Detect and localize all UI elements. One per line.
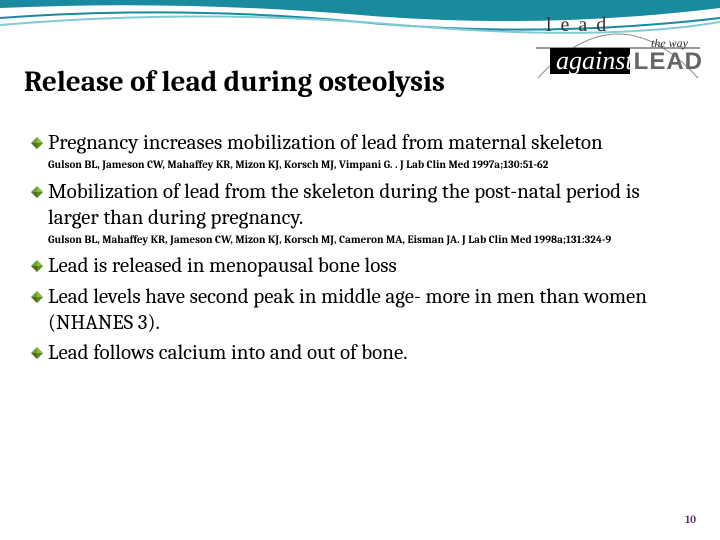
bullet-item: Lead follows calcium into and out of bon… [30,340,690,366]
logo-lead-text: l e a d [546,14,608,37]
citation-text: Gulson BL, Mahaffey KR, Jameson CW, Mizo… [48,233,690,247]
citation-text: Gulson BL, Jameson CW, Mahaffey KR, Mizo… [48,158,690,172]
bullet-text: Pregnancy increases mobilization of lead… [48,130,603,156]
bullet-diamond-icon [30,346,44,360]
bullet-diamond-icon [30,259,44,273]
content-area: Pregnancy increases mobilization of lead… [30,130,690,370]
bullet-item: Mobilization of lead from the skeleton d… [30,179,690,248]
bullet-text: Mobilization of lead from the skeleton d… [48,179,690,232]
page-number: 10 [685,513,696,526]
bullet-item: Lead is released in menopausal bone loss [30,253,690,279]
bullet-diamond-icon [30,185,44,199]
bullet-diamond-icon [30,290,44,304]
bullet-text: Lead levels have second peak in middle a… [48,284,690,337]
logo-lead-big-text: LEAD [634,48,703,76]
logo-against-text: against [556,46,633,76]
bullet-item: Lead levels have second peak in middle a… [30,284,690,337]
bullet-item: Pregnancy increases mobilization of lead… [30,130,690,173]
bullet-diamond-icon [30,136,44,150]
bullet-text: Lead is released in menopausal bone loss [48,253,397,279]
slide-title: Release of lead during osteolysis [24,66,445,99]
lead-logo: l e a d the way against LEAD [528,8,708,93]
bullet-text: Lead follows calcium into and out of bon… [48,340,408,366]
